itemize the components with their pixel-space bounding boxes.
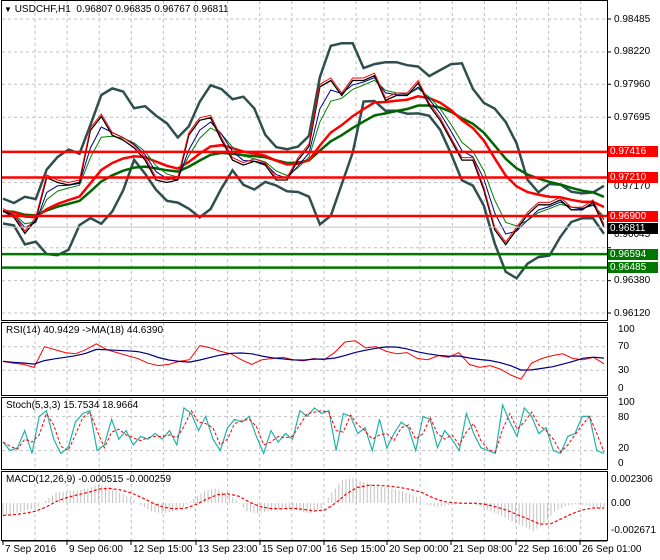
rsi-axis-label: 100 [618,323,635,335]
price-tag-resistance: 0.97210 [608,171,658,183]
rsi-line [2,340,605,380]
macd-label: MACD(12,26,9) -0.000515 -0.000259 [6,474,172,485]
chart-header: ▼ USDCHF,H1 0.96807 0.96835 0.96767 0.96… [4,4,229,15]
price-axis-label: 0.97170 [614,180,651,192]
price-axis-label: 0.98485 [614,13,651,25]
rsi-label: RSI(14) 40.9429 ->MA(18) 44.6390 [6,325,164,336]
time-axis-label: 7 Sep 2016 [5,544,57,555]
time-axis-label: 15 Sep 07:00 [262,544,322,555]
stoch-axis-label: 100 [618,397,635,408]
symbol-label: USDCHF,H1 [14,4,71,15]
panel-frame-0 [1,0,608,321]
price-tag-support: 0.96594 [608,248,658,260]
time-axis-label: 26 Sep 01:00 [582,544,642,555]
stoch-axis-label: 20 [618,443,630,455]
stoch-label: Stoch(5,3,3) 15.7534 18.9664 [6,400,139,411]
panel-frame-1 [1,322,608,396]
macd-axis-label: 0.00 [611,497,631,509]
macd-axis-label: 0.002306 [611,473,653,485]
stoch-axis-label: 0 [618,457,624,469]
time-axis-label: 22 Sep 16:00 [518,544,578,555]
fast-ma-blue [2,77,605,235]
time-axis-label: 13 Sep 23:00 [198,544,258,555]
rsi-axis-label: 70 [618,341,630,353]
stoch-axis-label: 80 [618,412,630,424]
time-axis-label: 12 Sep 15:00 [133,544,193,555]
price-axis-label: 0.96120 [614,307,651,319]
collapse-triangle-icon[interactable]: ▼ [4,5,12,14]
time-axis-label: 9 Sep 06:00 [69,544,123,555]
price-axis-label: 0.96645 [614,229,651,241]
price-tag-support: 0.96485 [608,262,658,274]
stoch-signal-line [2,409,605,453]
time-axis-label: 20 Sep 00:00 [389,544,449,555]
price-axis-label: 0.97960 [614,78,651,90]
time-axis-label: 21 Sep 08:00 [453,544,513,555]
rsi-axis-label: 0 [618,382,624,394]
price-close-line [2,74,605,246]
rsi-axis-label: 30 [618,364,630,376]
price-axis-label: 0.97695 [614,111,651,123]
fast-ma-green [2,79,605,227]
time-axis-label: 16 Sep 15:00 [326,544,386,555]
price-tag-current: 0.96811 [608,223,658,235]
price-tag-resistance: 0.97416 [608,146,658,158]
rsi-ma-line [2,346,605,371]
ohlc-values: 0.96807 0.96835 0.96767 0.96811 [76,4,229,15]
panel-frame-2 [1,397,608,470]
macd-axis-label: -0.002671 [611,525,657,537]
price-axis-label: 0.96380 [614,275,651,287]
slow-ma-green [2,104,605,217]
macd-signal-line [2,484,605,525]
stoch-main-line [2,402,605,456]
bollinger-upper-band [2,42,605,205]
price-tag-resistance: 0.96900 [608,210,658,222]
price-axis-label: 0.98220 [614,46,651,58]
